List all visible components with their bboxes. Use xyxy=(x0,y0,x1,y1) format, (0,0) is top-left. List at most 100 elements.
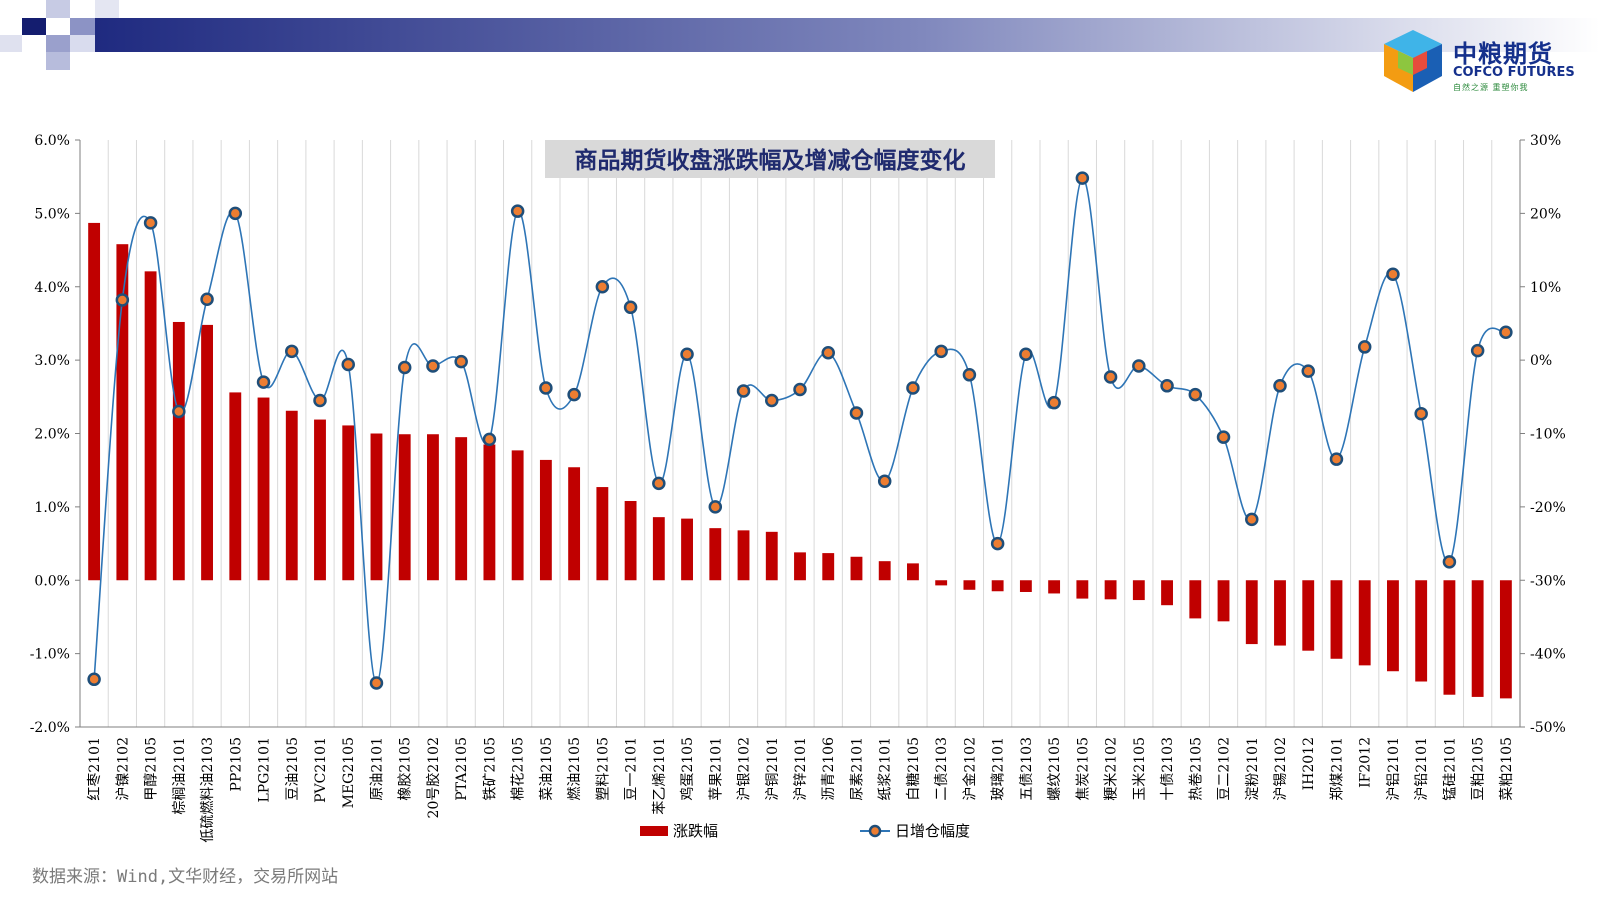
right-tick-label: 0% xyxy=(1530,353,1552,369)
line-point xyxy=(793,382,807,397)
bar xyxy=(1076,580,1089,599)
right-tick-label: -10% xyxy=(1530,427,1566,443)
category-tick-label: PVC2101 xyxy=(313,737,329,803)
bar xyxy=(398,434,411,581)
bar xyxy=(116,244,129,581)
bar xyxy=(624,501,637,581)
line-point xyxy=(1047,395,1061,410)
category-tick-label: 菜油2105 xyxy=(539,737,555,801)
line-point xyxy=(369,676,384,690)
line-point xyxy=(934,344,948,359)
bar xyxy=(963,580,976,590)
right-tick-label: 10% xyxy=(1530,280,1561,296)
cofco-logo: 中粮期货 COFCO FUTURES 自然之源 重塑你我 xyxy=(1380,28,1590,98)
line-point xyxy=(115,293,130,307)
line-point xyxy=(962,368,977,382)
category-tick-label: IH2012 xyxy=(1301,737,1317,790)
bar xyxy=(201,324,213,581)
line-point xyxy=(1216,430,1231,444)
left-tick-label: -1.0% xyxy=(30,647,70,663)
category-tick-label: 十债2103 xyxy=(1160,737,1176,801)
line-point xyxy=(1075,171,1090,185)
bar xyxy=(483,444,496,581)
line-point xyxy=(87,672,101,687)
bar xyxy=(1330,580,1343,659)
left-tick-label: 6.0% xyxy=(34,133,70,149)
chart-title: 商品期货收盘涨跌幅及增减仓幅度变化 xyxy=(575,147,966,174)
bar xyxy=(1019,580,1032,592)
category-tick-label: 沪铝2101 xyxy=(1386,737,1402,801)
line-point xyxy=(1245,512,1259,527)
category-tick-label: 五债2103 xyxy=(1019,737,1035,801)
title-box xyxy=(545,140,995,178)
line-point xyxy=(1442,555,1457,569)
category-tick-label: 淀粉2101 xyxy=(1245,737,1261,801)
category-tick-label: 低硫燃料油2103 xyxy=(199,737,216,843)
bar xyxy=(1132,580,1145,601)
line-point xyxy=(736,384,751,398)
bar xyxy=(257,397,270,581)
line-point xyxy=(906,381,920,395)
category-tick-label: 鸡蛋2105 xyxy=(679,737,696,801)
category-tick-label: 苹果2101 xyxy=(708,737,724,801)
category-tick-label: 沪铅2101 xyxy=(1414,737,1430,801)
category-tick-label: 苯乙烯2101 xyxy=(651,737,668,815)
line-point xyxy=(1301,364,1315,378)
bar xyxy=(709,528,722,581)
line-point xyxy=(341,357,355,372)
category-tick-label: 沪金2102 xyxy=(962,737,978,801)
bar xyxy=(1048,580,1061,594)
line-point xyxy=(1499,325,1513,339)
category-tick-label: 红枣2101 xyxy=(87,737,103,801)
right-tick-label: -30% xyxy=(1530,573,1566,589)
line-point xyxy=(1019,347,1033,362)
line-point xyxy=(172,404,186,419)
cube-logo-icon xyxy=(1384,30,1442,92)
category-tick-label: 沪铜2101 xyxy=(765,737,781,801)
line-point xyxy=(652,476,666,491)
bar xyxy=(427,434,439,581)
bar xyxy=(144,271,157,581)
category-tick-label: 焦炭2105 xyxy=(1075,737,1091,801)
line-point xyxy=(849,406,864,420)
bar xyxy=(1104,580,1117,600)
category-tick-label: 螺纹2105 xyxy=(1047,737,1063,801)
line-point xyxy=(200,292,214,306)
category-tick-label: 豆油2105 xyxy=(285,737,301,801)
left-tick-label: -2.0% xyxy=(30,720,70,736)
legend-label-bar: 涨跌幅 xyxy=(673,822,718,840)
category-tick-label: 白糖2105 xyxy=(906,737,922,801)
line-point xyxy=(313,393,327,408)
bar xyxy=(539,459,552,581)
line-point xyxy=(510,204,525,218)
category-tick-label: 热卷2105 xyxy=(1188,737,1204,801)
bar xyxy=(737,530,750,581)
bar xyxy=(794,552,806,581)
bar xyxy=(1189,580,1202,619)
left-tick-label: 2.0% xyxy=(34,427,70,443)
bar xyxy=(314,419,326,581)
left-tick-label: 0.0% xyxy=(34,573,70,589)
line-point xyxy=(877,474,892,488)
brand-slogan: 自然之源 重塑你我 xyxy=(1453,83,1529,92)
bar xyxy=(991,580,1004,592)
bar xyxy=(765,531,778,581)
line-point xyxy=(1470,343,1485,358)
bar xyxy=(935,580,948,586)
bar xyxy=(1274,580,1286,646)
bar xyxy=(822,553,835,581)
line-point xyxy=(1357,340,1372,354)
category-tick-label: 塑料2105 xyxy=(595,737,611,801)
category-tick-label: 二债2103 xyxy=(934,737,950,801)
category-tick-label: 锰硅2101 xyxy=(1442,737,1458,801)
left-tick-label: 5.0% xyxy=(34,206,70,222)
brand-name-cn: 中粮期货 xyxy=(1453,40,1553,68)
legend-label-line: 日增仓幅度 xyxy=(895,822,970,840)
bar xyxy=(1443,580,1456,695)
left-tick-label: 3.0% xyxy=(34,353,70,369)
bar xyxy=(455,437,468,581)
bar xyxy=(681,518,693,581)
bar xyxy=(1415,580,1428,682)
category-tick-label: 原油2101 xyxy=(369,737,385,801)
